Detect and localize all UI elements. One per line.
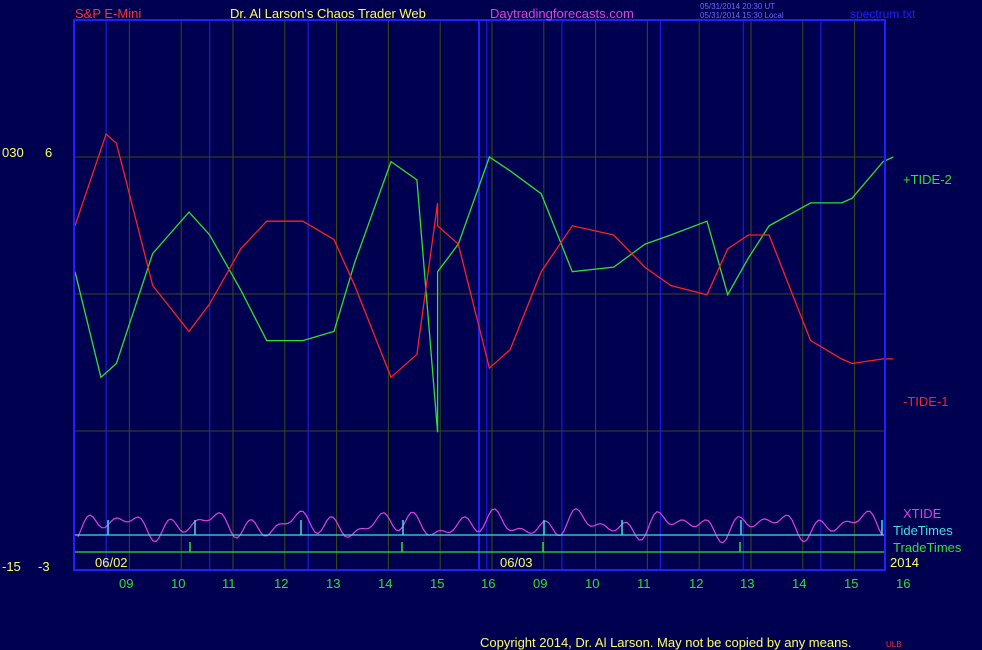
x-tick-label: 09 bbox=[119, 576, 134, 591]
x-tick-label: 12 bbox=[274, 576, 289, 591]
legend-tide2: +TIDE-2 bbox=[903, 172, 952, 187]
footer-copyright: Copyright 2014, Dr. Al Larson. May not b… bbox=[480, 635, 852, 650]
series-line-tide1 bbox=[74, 132, 894, 379]
header-symbol: S&P E-Mini bbox=[75, 6, 142, 21]
x-tick-label: 13 bbox=[326, 576, 341, 591]
x-tick-label: 11 bbox=[637, 576, 651, 591]
chart-series bbox=[74, 132, 894, 433]
y-bottom-label-a: -15 bbox=[2, 559, 21, 574]
legend-xtide: XTIDE bbox=[903, 506, 942, 521]
x-tick-label: 14 bbox=[792, 576, 807, 591]
y-top-label-b: 6 bbox=[45, 145, 53, 160]
header-site: Daytradingforecasts.com bbox=[490, 6, 634, 21]
footer-mark: ULB bbox=[886, 640, 902, 649]
x-tick-label: 09 bbox=[533, 576, 548, 591]
xtide-line bbox=[77, 507, 883, 544]
x-tick-label: 11 bbox=[222, 576, 236, 591]
series-line-tide2 bbox=[74, 155, 894, 433]
x-tick-label: 16 bbox=[481, 576, 496, 591]
legend-tide1: -TIDE-1 bbox=[903, 394, 949, 409]
y-top-label-a: 030 bbox=[2, 145, 24, 160]
x-tick-label: 14 bbox=[378, 576, 393, 591]
date-label-day1: 06/02 bbox=[95, 555, 128, 570]
legend-tradetimes: TradeTimes bbox=[893, 540, 962, 555]
stamp-local: 05/31/2014 15:30 Local bbox=[700, 11, 784, 20]
y-bottom-label-b: -3 bbox=[38, 559, 50, 574]
header-title: Dr. Al Larson's Chaos Trader Web bbox=[230, 6, 426, 21]
x-tick-label: 15 bbox=[844, 576, 859, 591]
grid-lines bbox=[74, 20, 885, 570]
header-file: spectrum.txt bbox=[850, 7, 916, 21]
x-tick-label: 10 bbox=[171, 576, 186, 591]
xtide-panel bbox=[74, 507, 885, 553]
x-tick-label: 12 bbox=[689, 576, 704, 591]
x-tick-label: 10 bbox=[585, 576, 600, 591]
legend-tidetimes: TideTimes bbox=[893, 523, 953, 538]
x-tick-label: 15 bbox=[430, 576, 445, 591]
stamp-utc: 05/31/2014 20:30 UT bbox=[700, 2, 776, 11]
plot-frame bbox=[73, 19, 886, 571]
date-label-year: 2014 bbox=[890, 555, 919, 570]
date-label-day2: 06/03 bbox=[500, 555, 533, 570]
x-tick-label: 16 bbox=[896, 576, 911, 591]
x-tick-label: 13 bbox=[740, 576, 755, 591]
